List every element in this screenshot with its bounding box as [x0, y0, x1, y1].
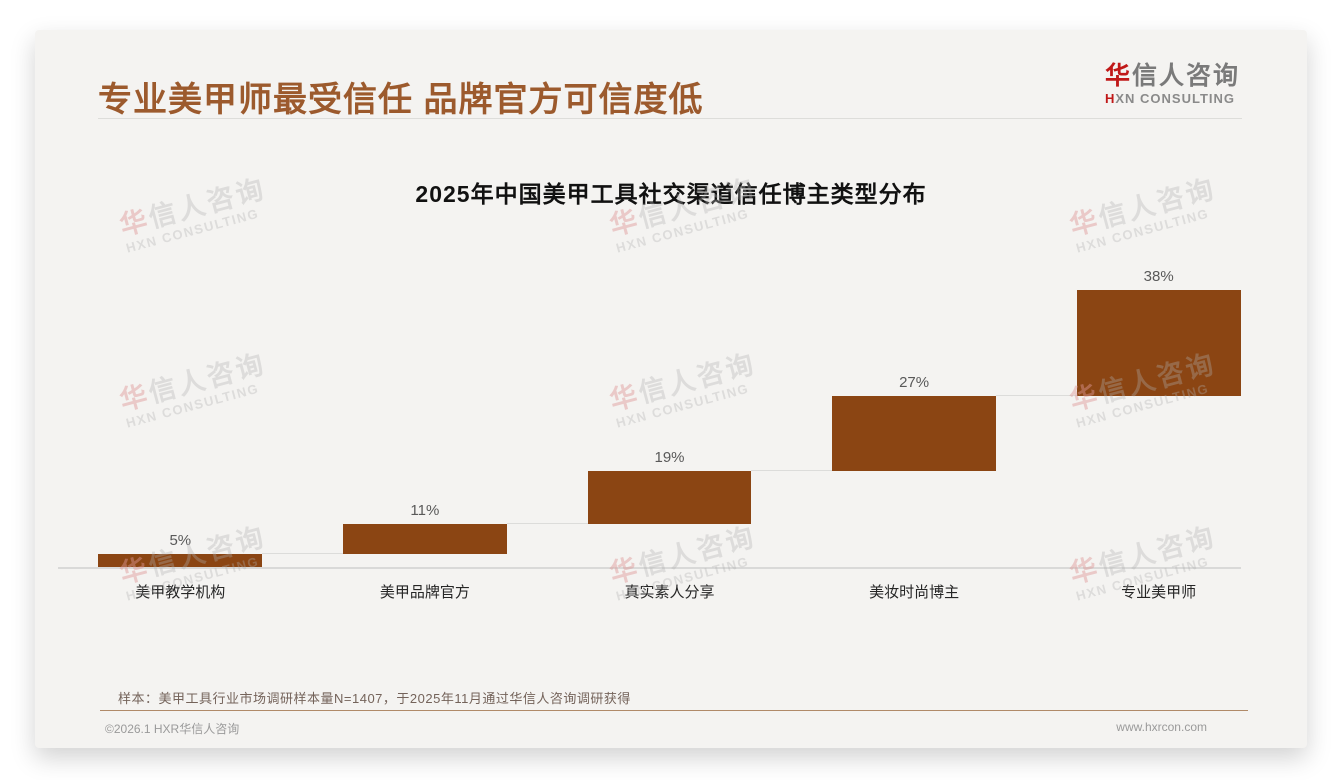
bar-value-label: 11%	[410, 501, 440, 519]
bar	[98, 554, 263, 568]
watermark-english-text: HXN CONSULTING	[614, 205, 751, 256]
bar-value-label: 19%	[654, 448, 685, 466]
chart-title: 2025年中国美甲工具社交渠道信任博主类型分布	[415, 181, 927, 207]
page-title: 专业美甲师最受信任 品牌官方可信度低	[98, 81, 704, 119]
bar-value-label: 27%	[899, 373, 930, 391]
company-logo: 华信人咨询 HXN CONSULTING	[1104, 62, 1240, 107]
bar	[1076, 290, 1241, 396]
sample-note: 样本：美甲工具行业市场调研样本量N=1407，于2025年11月通过华信人咨询调…	[118, 691, 631, 706]
bar-value-label: 5%	[169, 532, 192, 550]
category-label: 美甲教学机构	[135, 584, 226, 601]
step-connector-line	[506, 522, 588, 524]
bar-value-label: 38%	[1143, 268, 1174, 285]
website-text: www.hxrcon.com	[1116, 720, 1207, 734]
logo-chinese-text: 华信人咨询	[1104, 62, 1240, 91]
logo-rest-chars: 信人咨询	[1131, 62, 1240, 90]
footer-divider-line	[100, 710, 1248, 711]
step-connector-line	[996, 394, 1077, 396]
step-connector-line	[751, 469, 833, 471]
logo-en-accent-char: H	[1104, 90, 1116, 106]
step-connector-line	[262, 553, 343, 555]
category-label: 美甲品牌官方	[379, 584, 470, 601]
watermark-english-text: HXN CONSULTING	[124, 205, 261, 256]
bar	[587, 470, 752, 524]
logo-accent-char: 华	[1104, 62, 1132, 90]
x-axis-baseline	[58, 567, 1241, 569]
bar	[832, 395, 997, 471]
category-label: 美妆时尚博主	[869, 584, 960, 601]
logo-english-text: HXN CONSULTING	[1105, 91, 1240, 107]
copyright-text: ©2026.1 HXR华信人咨询	[105, 722, 240, 736]
bar	[342, 523, 507, 555]
category-label: 专业美甲师	[1121, 584, 1197, 601]
category-label: 真实素人分享	[624, 584, 715, 601]
logo-en-rest-chars: XN CONSULTING	[1115, 90, 1236, 106]
plot-area: 5% 美甲教学机构 11% 美甲品牌官方 19% 真实素人分享 27% 美妆时尚博主 38% 专业…	[58, 268, 1281, 601]
slide-card: 专业美甲师最受信任 品牌官方可信度低 华信人咨询 HXN CONSULTING …	[35, 30, 1307, 748]
header-divider-line	[98, 118, 1242, 119]
watermark-english-text: HXN CONSULTING	[1074, 205, 1211, 256]
